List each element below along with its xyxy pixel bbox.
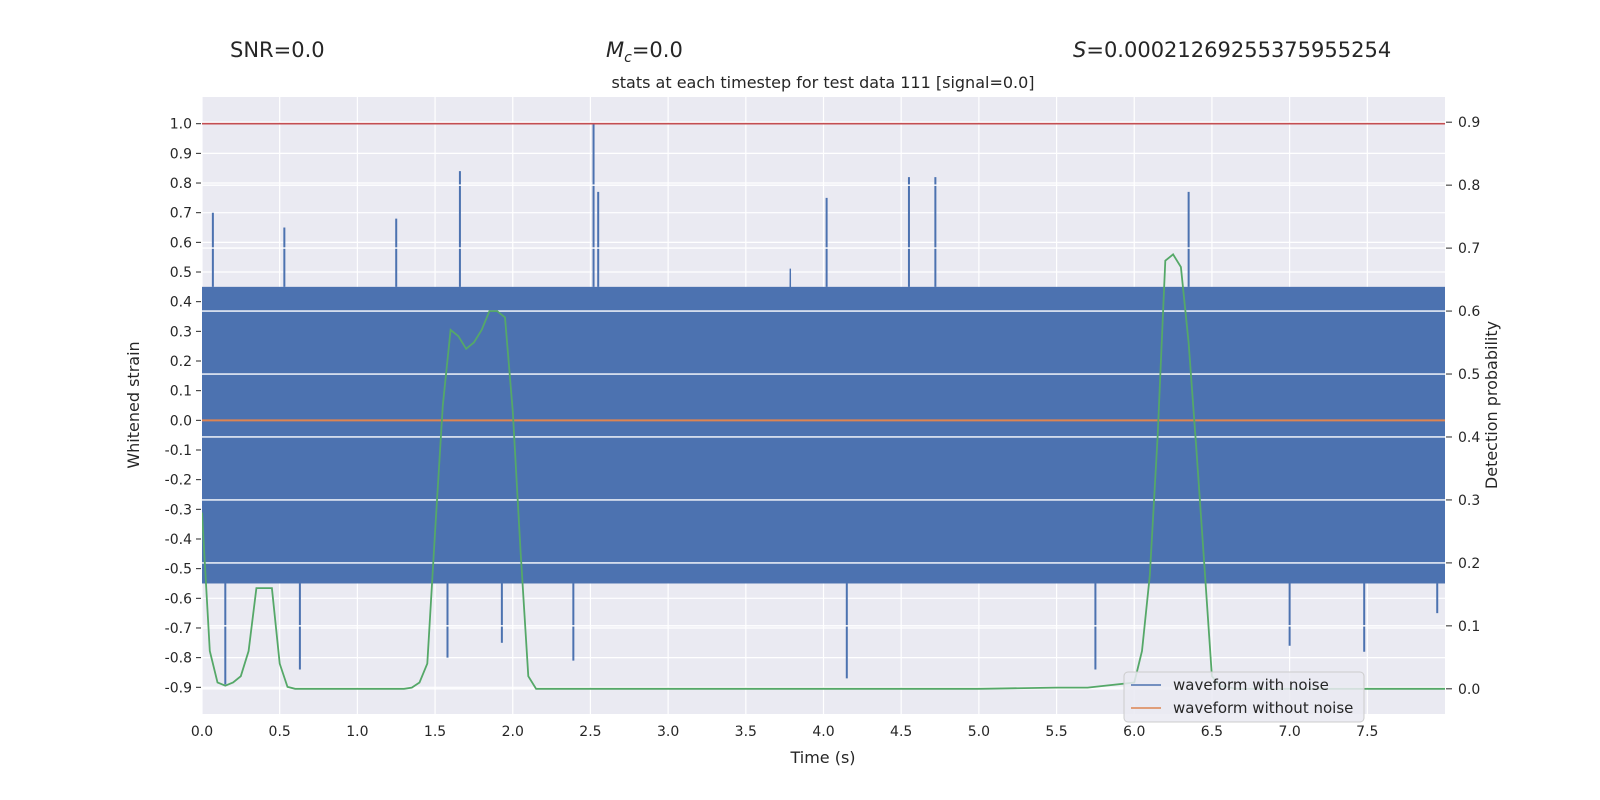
x-tick-label: 7.0 xyxy=(1278,724,1300,740)
detection-probability-line xyxy=(202,253,1445,690)
x-tick-label: 6.5 xyxy=(1201,724,1223,740)
legend-label-clean: waveform without noise xyxy=(1173,699,1353,717)
y2-tick-label: 0.8 xyxy=(1458,178,1480,194)
y2-tick-label: 0.6 xyxy=(1458,304,1480,320)
y2-axis-ticks: 0.9 0.8 0.7 0.6 0.5 0.4 0.3 0.2 0.1 0.0 xyxy=(1446,115,1480,698)
x-tick-label: 5.5 xyxy=(1045,724,1067,740)
y-axis-ticks: 1.0 0.9 0.8 0.7 0.6 0.5 0.4 0.3 0.2 0.1 0.0 -0.1 -0.… xyxy=(165,117,201,696)
y2-tick-label: 0.4 xyxy=(1458,430,1480,446)
y-tick-label: -0.3 xyxy=(165,502,192,518)
y-tick-label: 0.2 xyxy=(170,354,192,370)
y-tick-label: 0.5 xyxy=(170,265,192,281)
waveform-with-noise-band xyxy=(202,286,1445,584)
x-tick-label: 1.5 xyxy=(424,724,446,740)
legend-box xyxy=(1123,671,1365,723)
chirp-mass-label: Mc=0.0 xyxy=(606,38,683,67)
x-tick-label: 0.0 xyxy=(191,724,213,740)
y2-tick-label: 0.5 xyxy=(1458,367,1480,383)
x-tick-label: 2.0 xyxy=(502,724,524,740)
y-tick-label: -0.6 xyxy=(165,591,192,607)
y-tick-label: -0.7 xyxy=(165,621,192,637)
y-tick-label: -0.8 xyxy=(165,651,192,667)
y2-tick-label: 0.3 xyxy=(1458,493,1480,509)
y-tick-label: 0.6 xyxy=(170,235,192,251)
y-tick-label: 0.4 xyxy=(170,295,192,311)
x-tick-label: 5.0 xyxy=(968,724,990,740)
y-tick-label: 0.9 xyxy=(170,146,192,162)
y2-tick-label: 0.0 xyxy=(1458,682,1480,698)
y-tick-label: 1.0 xyxy=(170,117,192,133)
x-axis-label: Time (s) xyxy=(789,748,855,767)
y2-tick-label: 0.9 xyxy=(1458,115,1480,131)
y2-tick-label: 0.1 xyxy=(1458,619,1480,635)
y-tick-label: -0.5 xyxy=(165,562,192,578)
x-tick-label: 1.0 xyxy=(346,724,368,740)
x-tick-label: 4.0 xyxy=(812,724,834,740)
x-tick-label: 3.0 xyxy=(657,724,679,740)
chart-title: stats at each timestep for test data 111… xyxy=(611,73,1034,92)
x-axis-ticks: 0.0 0.5 1.0 1.5 2.0 2.5 3.0 3.5 4.0 4.5 5.0 5.5 6.0 6… xyxy=(191,724,1379,740)
legend: waveform with noise waveform without noi… xyxy=(1123,671,1365,723)
x-tick-label: 2.5 xyxy=(579,724,601,740)
x-tick-label: 4.5 xyxy=(890,724,912,740)
y2-axis-label: Detection probability xyxy=(1482,321,1501,489)
y-tick-label: 0.8 xyxy=(170,176,192,192)
y-tick-label: -0.2 xyxy=(165,473,192,489)
s-statistic-label: S=0.00021269255375955254 xyxy=(1073,38,1392,62)
y2-tick-label: 0.7 xyxy=(1458,241,1480,257)
x-tick-label: 3.5 xyxy=(735,724,757,740)
y-axis-label: Whitened strain xyxy=(124,341,143,468)
y-tick-label: -0.4 xyxy=(165,532,192,548)
legend-label-noise: waveform with noise xyxy=(1173,676,1329,694)
x-tick-label: 7.5 xyxy=(1356,724,1378,740)
y-tick-label: 0.7 xyxy=(170,206,192,222)
snr-label: SNR=0.0 xyxy=(230,38,325,62)
y-tick-label: 0.0 xyxy=(170,413,192,429)
y-tick-label: -0.9 xyxy=(165,680,192,696)
y-tick-label: 0.1 xyxy=(170,384,192,400)
y-tick-label: 0.3 xyxy=(170,324,192,340)
x-tick-label: 6.0 xyxy=(1123,724,1145,740)
y2-tick-label: 0.2 xyxy=(1458,556,1480,572)
y-tick-label: -0.1 xyxy=(165,443,192,459)
x-tick-label: 0.5 xyxy=(269,724,291,740)
